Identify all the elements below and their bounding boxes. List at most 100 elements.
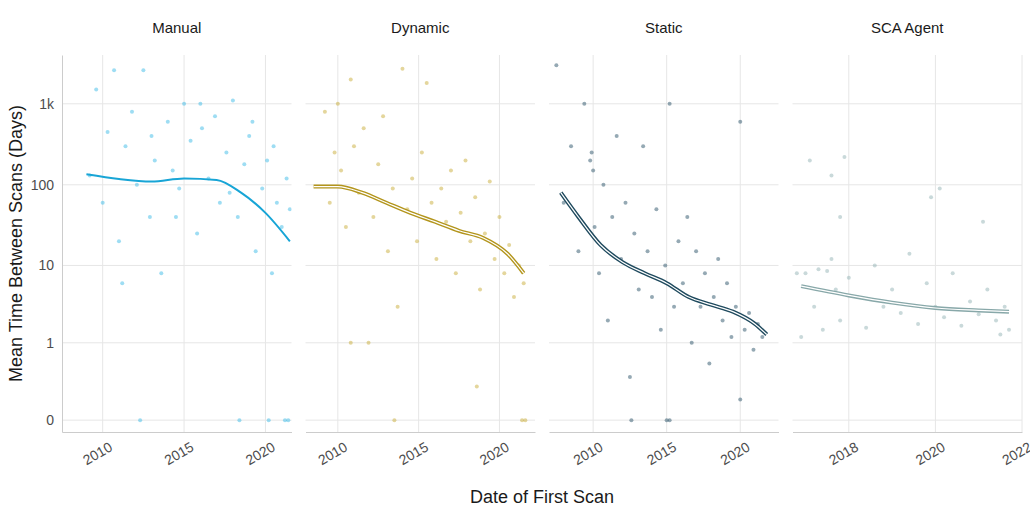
point <box>488 179 492 183</box>
point <box>475 385 479 389</box>
point <box>430 201 434 205</box>
points <box>795 155 1011 339</box>
point <box>685 215 689 219</box>
point <box>174 215 178 219</box>
point <box>177 187 181 191</box>
x-tick: 2020 <box>243 432 278 468</box>
x-tick-label: 2010 <box>80 438 115 468</box>
point <box>838 215 842 219</box>
x-grid-line <box>666 55 667 432</box>
plot-marks <box>86 68 291 422</box>
trend-line <box>86 174 289 241</box>
point <box>371 215 375 219</box>
x-tick: 2018 <box>826 432 861 468</box>
point <box>703 271 707 275</box>
point <box>483 231 487 235</box>
facet: SCA Agent201820202022 <box>793 19 1030 468</box>
x-axis-line <box>306 432 536 433</box>
x-tick-label: 2010 <box>315 438 350 468</box>
point <box>576 249 580 253</box>
x-grid-line <box>593 55 594 432</box>
x-grid-line <box>418 55 419 432</box>
point <box>285 176 289 180</box>
point <box>272 144 276 148</box>
trend-line <box>561 193 767 335</box>
point <box>336 102 340 106</box>
point <box>925 281 929 285</box>
point <box>189 139 193 143</box>
point <box>959 324 963 328</box>
points <box>88 68 292 422</box>
x-tick-label: 2020 <box>477 438 512 468</box>
point <box>362 126 366 130</box>
point <box>829 257 833 261</box>
facet-title: Static <box>645 19 683 36</box>
point <box>522 281 526 285</box>
y-axis-line <box>62 56 63 433</box>
y-grid-line <box>793 265 1023 266</box>
point <box>637 287 641 291</box>
point <box>493 257 497 261</box>
x-tick: 2015 <box>396 432 431 468</box>
x-grid-line <box>265 55 266 432</box>
point <box>821 328 825 332</box>
point <box>847 276 851 280</box>
point <box>593 225 597 229</box>
point <box>349 77 353 81</box>
x-tick-label: 2010 <box>570 438 605 468</box>
point <box>699 305 703 309</box>
x-tick: 2015 <box>644 432 679 468</box>
point <box>434 257 438 261</box>
plot-marks <box>314 67 528 422</box>
trend-line-highlight <box>561 193 767 335</box>
point <box>138 418 142 422</box>
y-grid-line <box>793 103 1023 104</box>
point <box>994 318 998 322</box>
point <box>265 158 269 162</box>
facet-title: SCA Agent <box>871 19 944 36</box>
point <box>200 126 204 130</box>
x-tick: 2010 <box>315 432 350 468</box>
point <box>415 239 419 243</box>
trend-line-highlight <box>314 187 524 274</box>
point <box>808 158 812 162</box>
point <box>968 300 972 304</box>
point <box>803 271 807 275</box>
y-tick-label: 10 <box>38 257 54 273</box>
facet-title: Dynamic <box>391 19 450 36</box>
point <box>106 130 110 134</box>
point <box>842 155 846 159</box>
trend-line <box>801 286 1009 312</box>
y-grid-line <box>62 103 292 104</box>
point <box>242 162 246 166</box>
y-axis-title: Mean Time Between Scans (Days) <box>6 105 26 382</box>
point <box>228 191 232 195</box>
point <box>333 151 337 155</box>
point <box>444 220 448 224</box>
point <box>454 271 458 275</box>
points <box>554 63 764 422</box>
x-tick-label: 2022 <box>999 438 1030 468</box>
point <box>94 88 98 92</box>
point <box>420 151 424 155</box>
point <box>267 418 271 422</box>
x-tick-label: 2018 <box>826 438 861 468</box>
point <box>676 239 680 243</box>
point <box>881 305 885 309</box>
point <box>523 418 527 422</box>
point <box>473 195 477 199</box>
y-grid-line <box>549 184 779 185</box>
point <box>391 187 395 191</box>
point <box>449 169 453 173</box>
point <box>743 328 747 332</box>
x-axis-line <box>550 432 780 433</box>
point <box>929 195 933 199</box>
point <box>468 239 472 243</box>
point <box>231 98 235 102</box>
point <box>569 144 573 148</box>
point <box>694 249 698 253</box>
point <box>195 231 199 235</box>
point <box>367 341 371 345</box>
x-axis-line <box>793 432 1023 433</box>
point <box>376 162 380 166</box>
